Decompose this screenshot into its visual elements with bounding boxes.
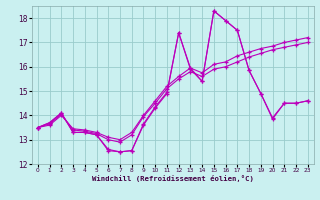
X-axis label: Windchill (Refroidissement éolien,°C): Windchill (Refroidissement éolien,°C) (92, 175, 254, 182)
